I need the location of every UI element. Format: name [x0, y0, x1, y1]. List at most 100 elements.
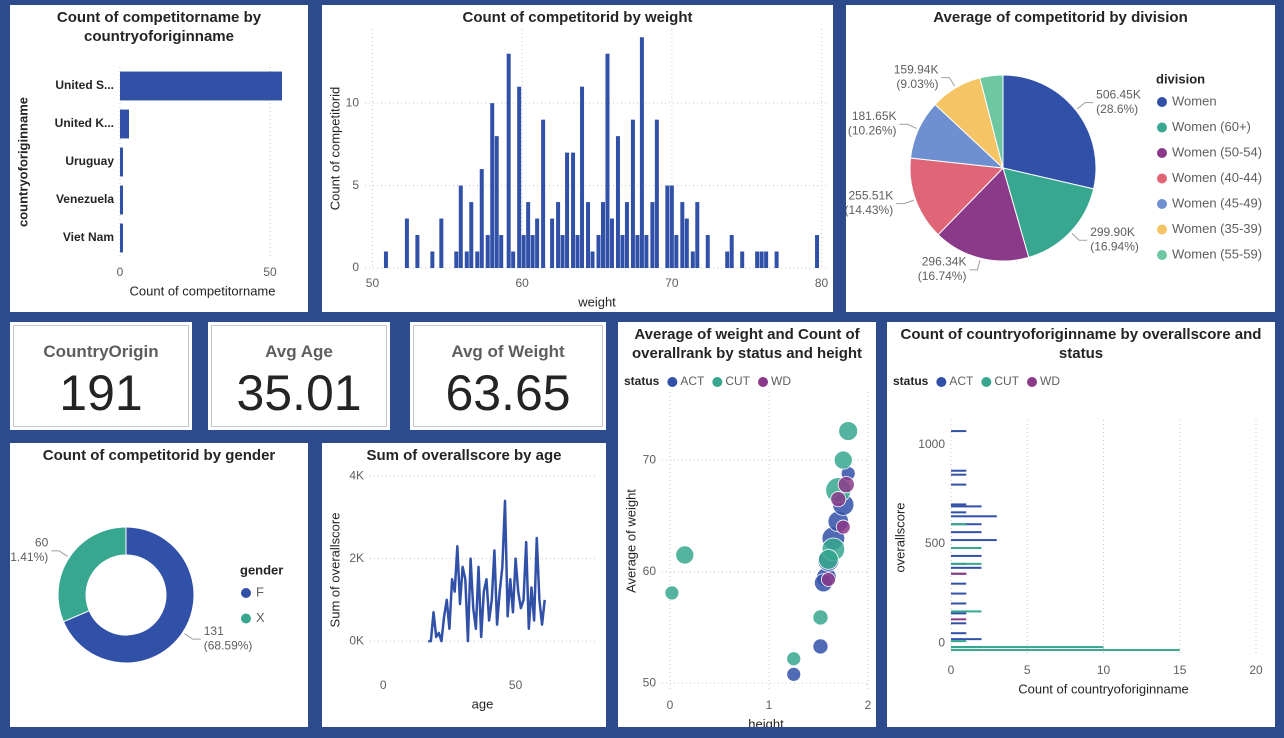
bar: [665, 185, 670, 268]
legend-label: Women (50-54): [1172, 144, 1262, 159]
bar: [740, 251, 745, 268]
panel: Sum of overallscore by age 0 50 age 0K 2K 4K Su…: [322, 443, 606, 727]
card-title: CountryOrigin: [43, 342, 159, 361]
y-axis-label: overallscore: [892, 502, 907, 572]
x-tick-label: 60: [515, 276, 529, 290]
bar: [120, 147, 123, 177]
legend-label: CUT: [994, 374, 1019, 388]
bar: [415, 235, 420, 268]
leader-line: [184, 633, 201, 640]
chart-title: Count of competitorname by countryoforig…: [56, 9, 262, 45]
bar: [490, 103, 495, 268]
y-tick-label: 4K: [349, 468, 364, 482]
bar: [680, 202, 685, 268]
bar: [951, 618, 967, 621]
bar: [951, 582, 967, 585]
card-value: 63.65: [445, 365, 571, 421]
bar: [630, 119, 635, 268]
legend-title: status: [624, 374, 660, 388]
slice: [1002, 74, 1097, 190]
bubble: [812, 609, 829, 626]
bar: [951, 539, 997, 542]
chart: 0 1 2 height 50 60 70 Average of weight status AC…: [623, 374, 872, 727]
bar: [575, 235, 580, 268]
card-frame: [413, 325, 603, 427]
x-tick-label: 10: [1097, 663, 1111, 677]
bar: [695, 202, 700, 268]
bar: [951, 547, 982, 550]
bar: [951, 531, 982, 534]
chart: 131(68.59%) 60(31.41%) gender FX: [10, 526, 283, 664]
bar: [565, 152, 570, 268]
bar: [458, 185, 463, 268]
bar: [759, 251, 764, 268]
panel: Count of competitorname by countryoforig…: [10, 5, 308, 312]
bubble: [837, 476, 855, 494]
bar: [580, 86, 585, 268]
bar: [521, 235, 526, 268]
legend-label: Women (55-59): [1172, 246, 1262, 261]
bubble: [820, 572, 836, 587]
legend-marker: [1157, 250, 1167, 260]
legend-label: Women: [1172, 93, 1217, 108]
data-label: 506.45K (28.6%): [1096, 88, 1141, 116]
x-tick-label: 0: [117, 265, 124, 279]
slice: [57, 526, 127, 623]
bar: [644, 235, 649, 268]
y-tick-label: 0K: [349, 633, 364, 647]
bar: [383, 251, 388, 268]
bar: [951, 554, 982, 557]
bar: [951, 592, 967, 595]
card-title: Avg of Weight: [451, 342, 565, 361]
data-label: 60(31.41%): [10, 536, 49, 564]
bar: [764, 251, 769, 268]
leader-line: [1077, 102, 1094, 110]
bar: [430, 251, 435, 268]
legend-label: X: [256, 610, 265, 625]
bar: [120, 109, 129, 139]
bar: [690, 251, 695, 268]
bar: [951, 473, 967, 476]
line: [428, 499, 546, 643]
legend-marker: [667, 377, 678, 387]
bar: [571, 152, 576, 268]
bar: [951, 612, 967, 615]
bubble: [786, 666, 802, 682]
legend-marker: [241, 613, 251, 624]
legend-label: WD: [771, 374, 791, 388]
legend-marker: [981, 377, 992, 387]
slice: [979, 74, 1004, 169]
x-tick-label: 20: [1249, 663, 1263, 677]
chart: 0 5 10 15 20 Count of countryoforiginname 0 500…: [892, 374, 1263, 696]
chart: 0 50 Count of competitorname United S... Uni…: [15, 67, 282, 298]
bar: [596, 235, 601, 268]
y-tick-label: United K...: [55, 116, 114, 130]
bar: [951, 430, 967, 433]
bar: [951, 523, 967, 526]
slice: [62, 526, 195, 664]
bar: [674, 235, 679, 268]
y-tick-label: 0: [352, 260, 359, 274]
x-tick-label: 50: [263, 265, 277, 279]
legend-marker: [1157, 122, 1167, 133]
bar: [454, 251, 459, 268]
bar: [511, 251, 516, 268]
bubble: [786, 651, 802, 667]
bar: [535, 218, 540, 268]
bar: [120, 185, 123, 215]
bar: [951, 503, 967, 506]
panel: Avg Age 35.01: [208, 322, 390, 430]
data-label: 299.90K (16.94%): [1090, 225, 1139, 253]
legend-title: status: [893, 374, 929, 388]
bar: [951, 515, 997, 518]
chart: 0 50 age 0K 2K 4K Sum of overallscore: [327, 468, 595, 711]
bar: [951, 562, 982, 565]
leader-line: [51, 550, 68, 557]
x-tick-label: 2: [865, 698, 872, 712]
leader-line: [896, 199, 914, 205]
bar: [951, 640, 967, 643]
bar: [951, 469, 967, 472]
y-axis-label: Average of weight: [623, 489, 638, 593]
x-axis-label: weight: [577, 294, 616, 309]
